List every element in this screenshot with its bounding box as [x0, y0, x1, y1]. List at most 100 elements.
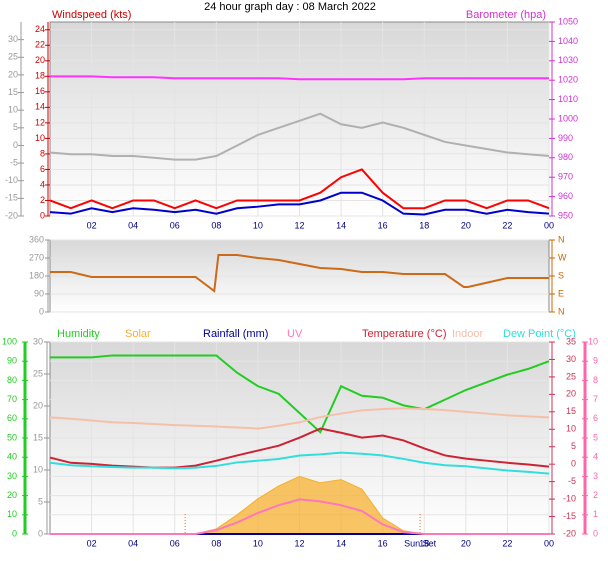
y-tick-label: 60	[7, 413, 17, 423]
chart-title: 24 hour graph day : 08 March 2022	[204, 1, 376, 13]
y-tick-label: 100	[2, 336, 17, 346]
y-tick-label: 4	[40, 179, 45, 189]
y3-tick-label: 25	[8, 52, 18, 62]
y-tick-label: 22	[35, 40, 45, 50]
line	[49, 191, 550, 216]
y-tick-label: 6	[40, 164, 45, 174]
x-tick-label: 10	[253, 538, 263, 548]
y2-axis-label: Barometer (hpa)	[466, 9, 546, 21]
y2-tick-label: 25	[566, 371, 576, 381]
y-tick-label: 90	[7, 356, 17, 366]
y2-tick-label: 1010	[558, 94, 578, 104]
y-tick-label: 2	[40, 195, 45, 205]
y2-tick-label: 980	[558, 152, 573, 162]
y2-tick-label: S	[558, 270, 564, 280]
y4-tick-label: 0	[593, 528, 598, 538]
y-tick-label: 12	[35, 117, 45, 127]
x-tick-label: 12	[294, 220, 304, 230]
x-tick-label: 14	[336, 538, 346, 548]
y3-tick-label: 20	[8, 69, 18, 79]
y-tick-label: 50	[7, 432, 17, 442]
line	[50, 75, 549, 81]
y-axis-label: Windspeed (kts)	[52, 9, 131, 21]
y4-tick-label: 3	[593, 471, 598, 481]
y2-tick-label: 1050	[558, 16, 578, 26]
line	[49, 168, 550, 210]
x-tick-label: 22	[502, 538, 512, 548]
legend-entry: Humidity	[57, 328, 100, 340]
x-tick-label: 08	[211, 538, 221, 548]
y-tick-label: 90	[34, 288, 44, 298]
legend-entry: Indoor	[452, 328, 484, 340]
x-tick-label: 04	[128, 538, 138, 548]
y-tick-label: 70	[7, 394, 17, 404]
y-tick-label: 8	[40, 148, 45, 158]
annotation: Sun Set	[404, 538, 437, 548]
x-tick-label: 00	[544, 538, 554, 548]
y3-tick-label: 5	[13, 122, 18, 132]
y-tick-label: 18	[35, 71, 45, 81]
legend-entry: Dew Point (°C)	[503, 328, 576, 340]
line	[50, 254, 549, 293]
y3-tick-label: -5	[10, 157, 18, 167]
x-tick-label: 16	[378, 538, 388, 548]
y3-tick-label: 0	[38, 528, 43, 538]
x-tick-label: 06	[170, 220, 180, 230]
y3-tick-label: 15	[8, 87, 18, 97]
y3-tick-label: 20	[33, 400, 43, 410]
y4-tick-label: 10	[588, 336, 598, 346]
y-tick-label: 10	[7, 509, 17, 519]
y4-tick-label: 5	[593, 432, 598, 442]
y2-tick-label: 15	[566, 406, 576, 416]
x-tick-label: 20	[461, 538, 471, 548]
y-tick-label: 270	[29, 252, 44, 262]
line	[49, 112, 550, 161]
y2-tick-label: 990	[558, 133, 573, 143]
legend-entry: Temperature (°C)	[362, 328, 446, 340]
y4-tick-label: 1	[593, 509, 598, 519]
x-tick-label: 16	[378, 220, 388, 230]
y2-tick-label: N	[558, 234, 565, 244]
x-tick-label: 18	[419, 220, 429, 230]
y-tick-label: 14	[35, 102, 45, 112]
x-tick-label: 00	[544, 220, 554, 230]
y-tick-label: 30	[7, 471, 17, 481]
y2-tick-label: 970	[558, 172, 573, 182]
y3-tick-label: -10	[5, 175, 18, 185]
x-tick-label: 02	[87, 220, 97, 230]
y4-tick-label: 7	[593, 394, 598, 404]
y2-tick-label: -10	[563, 493, 576, 503]
y3-tick-label: 10	[33, 464, 43, 474]
y3-tick-label: 15	[33, 432, 43, 442]
y3-tick-label: -20	[5, 210, 18, 220]
y4-tick-label: 6	[593, 413, 598, 423]
y4-tick-label: 9	[593, 356, 598, 366]
x-tick-label: 04	[128, 220, 138, 230]
y2-tick-label: 30	[566, 354, 576, 364]
y-tick-label: 80	[7, 375, 17, 385]
y2-tick-label: 960	[558, 191, 573, 201]
x-tick-label: 06	[170, 538, 180, 548]
y3-tick-label: 10	[8, 105, 18, 115]
y2-tick-label: 35	[566, 336, 576, 346]
y-tick-label: 0	[40, 210, 45, 220]
y-tick-label: 180	[29, 270, 44, 280]
y2-tick-label: 1030	[558, 55, 578, 65]
line	[50, 354, 550, 434]
y2-tick-label: 1000	[558, 113, 578, 123]
line	[50, 498, 549, 535]
y4-tick-label: 8	[593, 375, 598, 385]
legend-entry: Solar	[125, 328, 151, 340]
line	[49, 407, 550, 430]
y2-tick-label: 5	[571, 441, 576, 451]
y-tick-label: 360	[29, 234, 44, 244]
y4-tick-label: 4	[593, 452, 598, 462]
x-tick-label: 02	[87, 538, 97, 548]
y2-tick-label: -20	[563, 528, 576, 538]
x-tick-label: 22	[502, 220, 512, 230]
legend-entry: Rainfall (mm)	[203, 328, 268, 340]
y2-tick-label: 0	[571, 459, 576, 469]
legend-entry: UV	[287, 328, 303, 340]
x-tick-label: 08	[211, 220, 221, 230]
